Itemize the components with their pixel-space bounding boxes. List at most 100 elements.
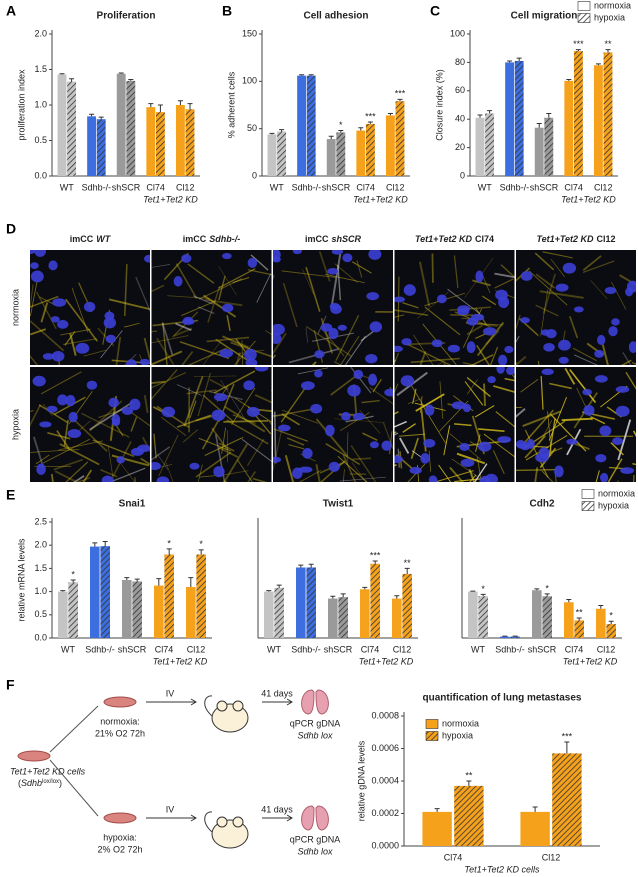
nucleus (365, 354, 378, 364)
fiber (35, 454, 50, 465)
fiber (325, 273, 365, 284)
fiber (541, 470, 554, 482)
nucleus (342, 253, 353, 263)
significance: * (609, 611, 613, 621)
column-header: Tet1+Tet2 KD Cl12 (536, 234, 615, 244)
fiber (305, 325, 352, 357)
fiber (582, 260, 615, 274)
error-bar (187, 103, 193, 110)
micrograph-bg (516, 367, 636, 482)
significance: *** (562, 731, 573, 741)
error-bar (397, 98, 403, 102)
error-bar (276, 584, 282, 588)
y-tick-label: 0.0002 (371, 808, 399, 818)
header-part: imCC (70, 234, 94, 244)
fiber (273, 332, 287, 356)
error-bar (148, 103, 154, 108)
legend-swatch (577, 1, 591, 11)
nucleus (369, 441, 379, 449)
nucleus (83, 301, 96, 313)
panel-label: C (430, 3, 440, 19)
fiber (617, 419, 632, 461)
fiber (516, 469, 557, 471)
nucleus (246, 406, 260, 417)
x-tick-label: Cl74 (444, 852, 463, 862)
error-bar (566, 78, 572, 81)
fiber (569, 369, 597, 404)
x-tick-label: Cl12 (597, 644, 616, 654)
nucleus (615, 386, 630, 393)
header-part: imCC (183, 234, 207, 244)
error-bar (124, 577, 130, 580)
fiber (419, 395, 423, 414)
error-bar (59, 73, 65, 75)
bar (544, 117, 554, 176)
bar (542, 596, 552, 638)
chart-title: Proliferation (97, 11, 156, 22)
bar (574, 620, 584, 638)
bar (422, 811, 452, 846)
fiber (407, 398, 422, 405)
nucleus (583, 404, 595, 416)
fiber (361, 399, 380, 404)
fiber (182, 429, 199, 443)
readout: qPCR gDNA (290, 718, 341, 728)
x-tick-label: WT (270, 182, 284, 192)
y-tick-label: 150 (242, 28, 257, 38)
y-tick-label: 1.0 (34, 99, 47, 109)
fiber (582, 255, 602, 271)
duration: 41 days (261, 804, 293, 814)
bar (593, 65, 603, 176)
nucleus (57, 394, 68, 406)
dish (17, 750, 51, 762)
panel-label: F (6, 677, 15, 693)
fiber (247, 269, 272, 276)
error-bar (466, 780, 472, 786)
bar (478, 596, 488, 638)
error-bar (480, 593, 486, 597)
fiber (462, 361, 478, 365)
nucleus (612, 437, 624, 446)
fiber (187, 263, 215, 284)
bar (164, 554, 174, 638)
bar (606, 624, 616, 638)
fiber (483, 433, 515, 458)
nucleus (394, 455, 403, 464)
fiber (476, 344, 491, 365)
panel-label: D (6, 221, 16, 237)
nucleus (30, 270, 44, 283)
nucleus (447, 344, 460, 353)
lungs (301, 689, 329, 831)
fiber (30, 355, 38, 365)
y-tick-label: 0.5 (34, 135, 47, 145)
bar (328, 598, 338, 638)
fiber (516, 355, 527, 365)
y-tick-label: 0.0008 (371, 710, 399, 720)
nucleus (111, 414, 121, 425)
error-bar (477, 114, 483, 118)
fiber (197, 372, 212, 417)
nucleus (310, 403, 323, 414)
fiber (475, 434, 481, 452)
bar (185, 109, 195, 176)
readout: qPCR gDNA (290, 834, 341, 844)
fiber (449, 466, 464, 482)
nucleus (144, 254, 150, 263)
fiber (161, 322, 174, 355)
fiber (350, 445, 377, 482)
nucleus (381, 440, 392, 451)
bar (514, 60, 524, 177)
fiber (476, 456, 482, 482)
column-header: imCC WT (70, 234, 112, 244)
fiber (288, 444, 304, 450)
fiber (156, 453, 169, 471)
group-label: Tet1+Tet2 KD (563, 656, 618, 666)
error-bar (507, 60, 513, 63)
fiber (175, 322, 192, 331)
fiber (162, 322, 168, 365)
nucleus (57, 319, 69, 329)
nucleus (86, 380, 98, 390)
fiber (382, 422, 393, 450)
nucleus (214, 393, 228, 402)
error-bar (308, 563, 314, 568)
